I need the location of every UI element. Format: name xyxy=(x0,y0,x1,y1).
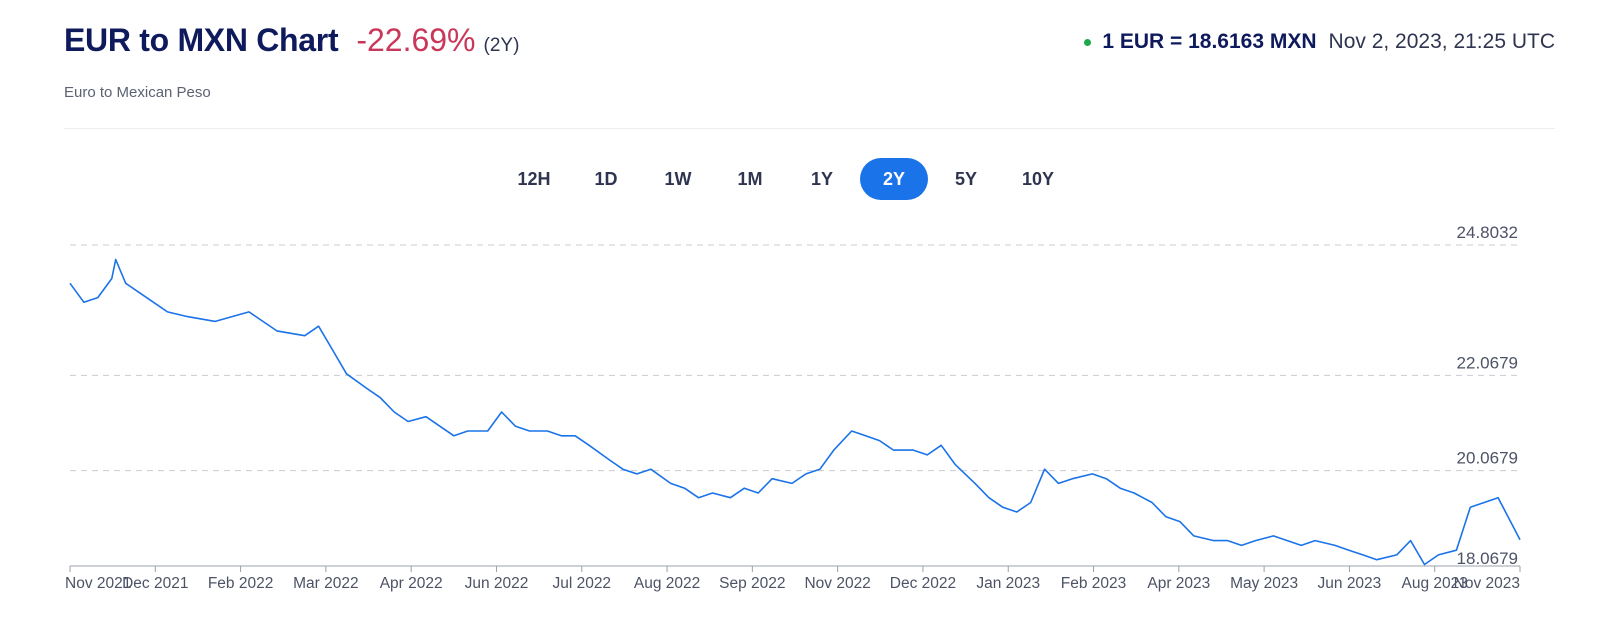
x-tick-label: Apr 2023 xyxy=(1147,575,1210,592)
y-tick-label: 18.0679 xyxy=(1457,549,1518,568)
range-button-1y[interactable]: 1Y xyxy=(810,169,834,189)
range-button-12h[interactable]: 12H xyxy=(517,169,551,189)
x-tick-label: Nov 2023 xyxy=(1454,575,1520,592)
x-tick-label: May 2023 xyxy=(1230,575,1298,592)
x-tick-label: Nov 2022 xyxy=(804,575,870,592)
period-label: (2Y) xyxy=(483,35,520,56)
x-tick-label: Feb 2022 xyxy=(208,575,274,592)
y-tick-label: 20.0679 xyxy=(1457,449,1518,468)
header-divider xyxy=(64,128,1555,129)
x-tick-label: Jan 2023 xyxy=(976,575,1040,592)
rate-timestamp: Nov 2, 2023, 21:25 UTC xyxy=(1328,30,1555,53)
range-button-1d[interactable]: 1D xyxy=(594,169,618,189)
percent-change: -22.69% xyxy=(356,22,476,58)
x-tick-label: Nov 2021 xyxy=(65,575,131,592)
current-rate: 1 EUR = 18.6163 MXN Nov 2, 2023, 21:25 U… xyxy=(1084,30,1555,54)
y-tick-label: 24.8032 xyxy=(1457,223,1518,242)
x-tick-label: Sep 2022 xyxy=(719,575,785,592)
range-button-10y[interactable]: 10Y xyxy=(1021,169,1055,189)
x-tick-label: Jul 2022 xyxy=(552,575,611,592)
range-button-2y[interactable]: 2Y xyxy=(860,158,928,200)
range-selector: 12H 1D 1W 1M 1Y 2Y 5Y 10Y xyxy=(500,158,1076,200)
x-tick-label: Aug 2023 xyxy=(1402,575,1468,592)
x-tick-label: Apr 2022 xyxy=(380,575,443,592)
live-status-dot-icon xyxy=(1084,38,1092,46)
rate-value: 1 EUR = 18.6163 MXN xyxy=(1102,30,1317,53)
x-tick-label: Dec 2022 xyxy=(890,575,956,592)
x-tick-label: Dec 2021 xyxy=(122,575,188,592)
x-tick-label: Jun 2023 xyxy=(1318,575,1382,592)
range-button-1w[interactable]: 1W xyxy=(664,169,692,189)
x-tick-label: Aug 2022 xyxy=(634,575,700,592)
x-tick-label: Feb 2023 xyxy=(1061,575,1127,592)
page-subtitle: Euro to Mexican Peso xyxy=(64,84,211,101)
rate-series-line xyxy=(69,258,1521,566)
y-tick-label: 22.0679 xyxy=(1457,353,1518,372)
x-tick-label: Mar 2022 xyxy=(293,575,358,592)
range-button-5y[interactable]: 5Y xyxy=(954,169,978,189)
x-tick-label: Jun 2022 xyxy=(465,575,529,592)
page-title: EUR to MXN Chart xyxy=(64,22,339,58)
range-button-1m[interactable]: 1M xyxy=(737,169,763,189)
chart-header: EUR to MXN Chart -22.69% (2Y) xyxy=(64,22,519,59)
